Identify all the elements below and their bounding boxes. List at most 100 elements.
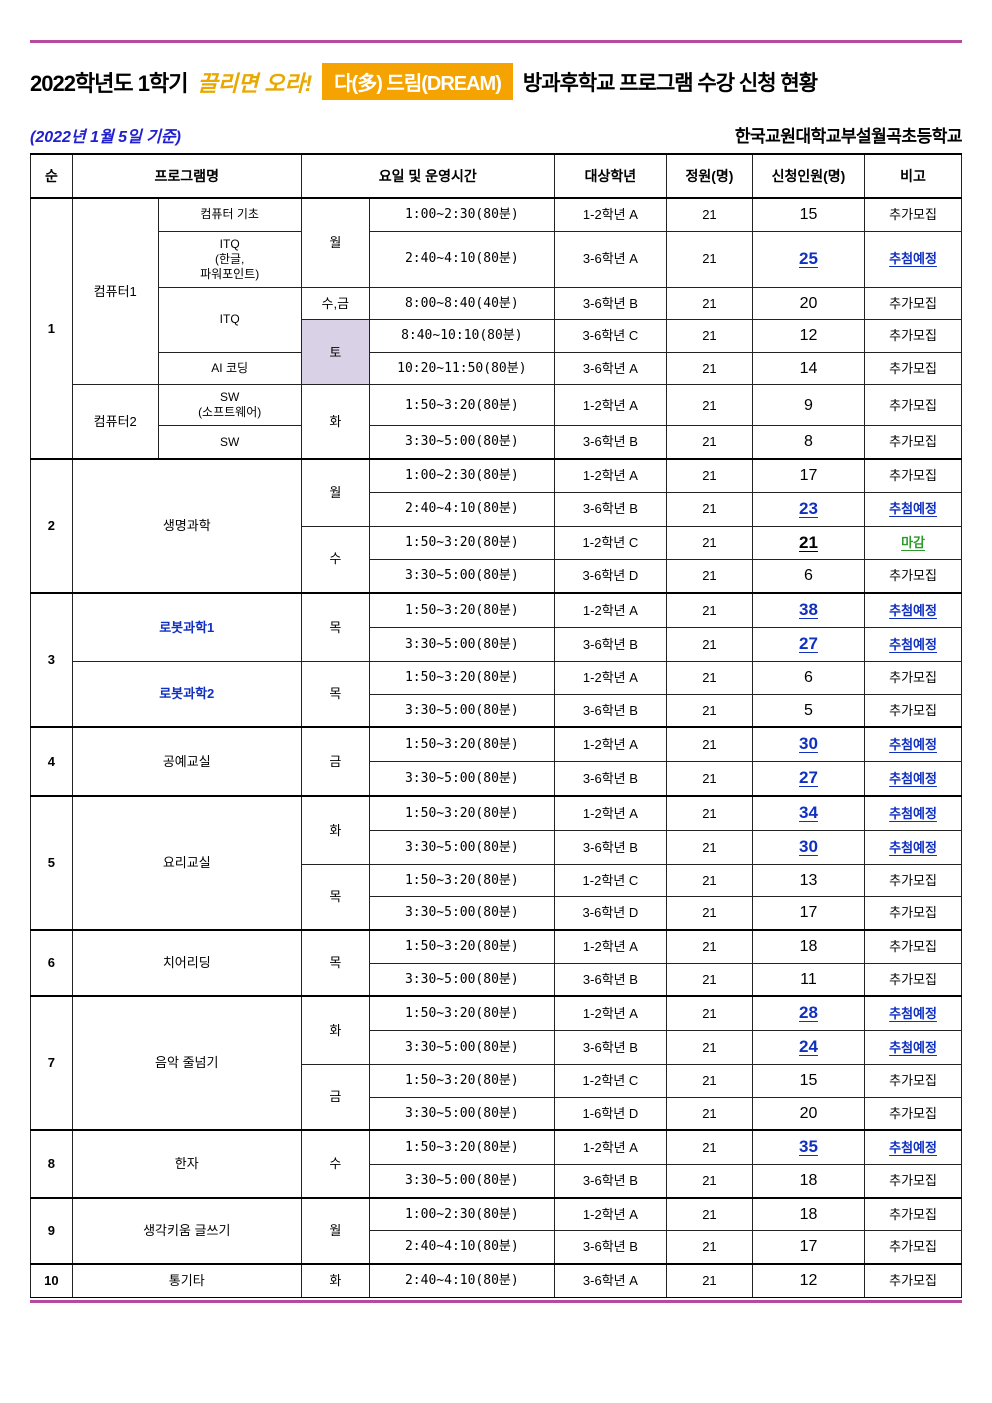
- table-row: 9생각키움 글쓰기월1:00~2:30(80분)1-2학년 A2118추가모집: [31, 1198, 962, 1231]
- program-name: 생명과학: [72, 459, 301, 593]
- applicants-cell: 30: [752, 830, 864, 864]
- time-cell: 3:30~5:00(80분): [369, 897, 554, 930]
- table-row: 1컴퓨터1컴퓨터 기초월1:00~2:30(80분)1-2학년 A2115추가모…: [31, 198, 962, 231]
- program-name: 음악 줄넘기: [72, 996, 301, 1130]
- program-name: 공예교실: [72, 727, 301, 796]
- time-cell: 3:30~5:00(80분): [369, 560, 554, 593]
- program-name: 요리교실: [72, 796, 301, 930]
- note-cell: 추첨예정: [865, 796, 962, 830]
- grade-cell: 3-6학년 B: [554, 492, 666, 526]
- applicants-cell: 28: [752, 996, 864, 1030]
- applicants-cell: 13: [752, 864, 864, 897]
- applicants-cell: 17: [752, 459, 864, 492]
- applicants-cell: 11: [752, 963, 864, 996]
- program-name: 한자: [72, 1130, 301, 1198]
- time-cell: 1:50~3:20(80분): [369, 593, 554, 627]
- time-cell: 1:50~3:20(80분): [369, 796, 554, 830]
- table-row: 8한자수1:50~3:20(80분)1-2학년 A2135추첨예정: [31, 1130, 962, 1164]
- note-cell: 추가모집: [865, 897, 962, 930]
- program-name: 치어리딩: [72, 930, 301, 996]
- col-daytime-header: 요일 및 운영시간: [301, 154, 554, 198]
- table-header-row: 순 프로그램명 요일 및 운영시간 대상학년 정원(명) 신청인원(명) 비고: [31, 154, 962, 198]
- day-cell: 월: [301, 459, 369, 526]
- applicants-cell: 23: [752, 492, 864, 526]
- time-cell: 1:50~3:20(80분): [369, 661, 554, 694]
- applicants-cell: 21: [752, 526, 864, 560]
- capacity-cell: 21: [667, 1264, 753, 1297]
- capacity-cell: 21: [667, 593, 753, 627]
- row-number: 8: [31, 1130, 73, 1198]
- grade-cell: 1-2학년 A: [554, 198, 666, 231]
- day-cell: 금: [301, 1065, 369, 1131]
- time-cell: 2:40~4:10(80분): [369, 231, 554, 287]
- capacity-cell: 21: [667, 526, 753, 560]
- meta-row: (2022년 1월 5일 기준) 한국교원대학교부설월곡초등학교: [30, 122, 962, 147]
- note-cell: 추가모집: [865, 661, 962, 694]
- time-cell: 3:30~5:00(80분): [369, 426, 554, 459]
- title-slogan: 끌리면 오라!: [198, 66, 313, 98]
- applicants-cell: 8: [752, 426, 864, 459]
- day-cell: 목: [301, 593, 369, 661]
- title-badge: 다(多) 드림(DREAM): [322, 63, 513, 100]
- grade-cell: 1-2학년 A: [554, 661, 666, 694]
- grade-cell: 1-2학년 C: [554, 526, 666, 560]
- note-cell: 추첨예정: [865, 996, 962, 1030]
- note-cell: 추가모집: [865, 930, 962, 963]
- time-cell: 3:30~5:00(80분): [369, 830, 554, 864]
- row-number: 10: [31, 1264, 73, 1297]
- time-cell: 10:20~11:50(80분): [369, 352, 554, 385]
- note-cell: 추가모집: [865, 320, 962, 353]
- row-number: 4: [31, 727, 73, 796]
- sub-program-name: SW(소프트웨어): [158, 385, 301, 426]
- capacity-cell: 21: [667, 1231, 753, 1264]
- day-cell: 화: [301, 385, 369, 459]
- row-number: 5: [31, 796, 73, 930]
- col-cap-header: 정원(명): [667, 154, 753, 198]
- table-row: 4공예교실금1:50~3:20(80분)1-2학년 A2130추첨예정: [31, 727, 962, 761]
- capacity-cell: 21: [667, 963, 753, 996]
- grade-cell: 3-6학년 B: [554, 426, 666, 459]
- time-cell: 3:30~5:00(80분): [369, 1165, 554, 1198]
- note-cell: 추가모집: [865, 1165, 962, 1198]
- title-year: 2022학년도 1학기: [30, 66, 188, 98]
- applicants-cell: 12: [752, 1264, 864, 1297]
- day-cell: 목: [301, 930, 369, 996]
- time-cell: 2:40~4:10(80분): [369, 1231, 554, 1264]
- note-cell: 추첨예정: [865, 1130, 962, 1164]
- sub-program-name: AI 코딩: [158, 352, 301, 385]
- row-number: 7: [31, 996, 73, 1130]
- bottom-rule: [30, 1300, 962, 1303]
- grade-cell: 1-2학년 A: [554, 385, 666, 426]
- note-cell: 마감: [865, 526, 962, 560]
- note-cell: 추가모집: [865, 459, 962, 492]
- capacity-cell: 21: [667, 385, 753, 426]
- table-row: 5요리교실화1:50~3:20(80분)1-2학년 A2134추첨예정: [31, 796, 962, 830]
- time-cell: 3:30~5:00(80분): [369, 627, 554, 661]
- day-cell: 금: [301, 727, 369, 796]
- grade-cell: 1-2학년 A: [554, 459, 666, 492]
- note-cell: 추가모집: [865, 864, 962, 897]
- day-cell: 화: [301, 1264, 369, 1297]
- applicants-cell: 5: [752, 694, 864, 727]
- time-cell: 1:50~3:20(80분): [369, 1130, 554, 1164]
- grade-cell: 1-2학년 A: [554, 593, 666, 627]
- note-cell: 추첨예정: [865, 492, 962, 526]
- table-row: 2생명과학월1:00~2:30(80분)1-2학년 A2117추가모집: [31, 459, 962, 492]
- applicants-cell: 30: [752, 727, 864, 761]
- col-prog-header: 프로그램명: [72, 154, 301, 198]
- day-cell: 수,금: [301, 287, 369, 320]
- row-number: 9: [31, 1198, 73, 1264]
- note-cell: 추가모집: [865, 352, 962, 385]
- day-cell: 월: [301, 198, 369, 287]
- note-cell: 추가모집: [865, 426, 962, 459]
- capacity-cell: 21: [667, 661, 753, 694]
- row-number: 6: [31, 930, 73, 996]
- time-cell: 1:50~3:20(80분): [369, 1065, 554, 1098]
- applicants-cell: 34: [752, 796, 864, 830]
- grade-cell: 3-6학년 B: [554, 1231, 666, 1264]
- applicants-cell: 17: [752, 1231, 864, 1264]
- applicants-cell: 12: [752, 320, 864, 353]
- applicants-cell: 27: [752, 762, 864, 796]
- time-cell: 8:00~8:40(40분): [369, 287, 554, 320]
- time-cell: 1:50~3:20(80분): [369, 930, 554, 963]
